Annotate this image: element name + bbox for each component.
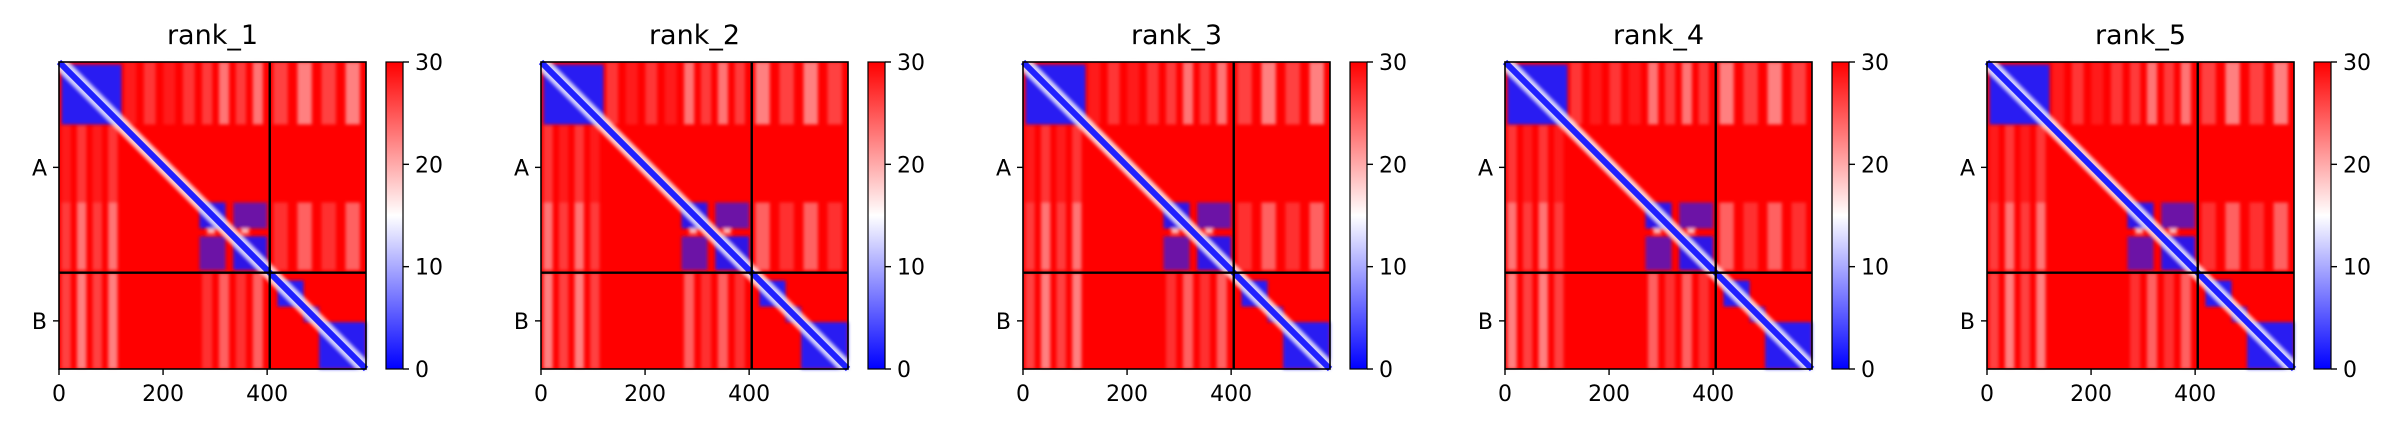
panel-rank_4: rank_4 A B 0 200 400 0 10 20 30 [1478,20,1889,407]
x-tick-label: 0 [534,382,548,407]
colorbar-tick-label: 0 [1861,358,1875,383]
y-tick-label: A [1478,156,1493,181]
colorbar-tick-label: 20 [415,153,443,178]
colorbar-tick-label: 10 [415,256,443,281]
colorbar-tick-label: 30 [415,51,443,76]
colorbar-tick-label: 10 [1861,256,1889,281]
panel-title: rank_1 [167,20,258,51]
pae-heatmap [1982,57,2299,374]
x-tick-label: 200 [142,382,184,407]
x-tick-label: 400 [246,382,288,407]
colorbar-tick-label: 30 [1861,51,1889,76]
colorbar-tick-label: 10 [897,256,925,281]
panel-title: rank_5 [2095,20,2186,51]
colorbar-tick-label: 0 [1379,358,1393,383]
colorbar [867,61,886,370]
colorbar-tick-label: 20 [2343,153,2371,178]
panel-rank_1: rank_1 A B 0 200 400 0 10 20 30 [32,20,443,407]
x-tick-label: 200 [1588,382,1630,407]
colorbar-tick-label: 20 [1861,153,1889,178]
x-tick-label: 0 [1498,382,1512,407]
colorbar-tick-label: 30 [897,51,925,76]
colorbar-tick-label: 0 [2343,358,2357,383]
x-tick-label: 400 [1692,382,1734,407]
panel-rank_5: rank_5 A B 0 200 400 0 10 20 30 [1960,20,2371,407]
panel-title: rank_2 [649,20,740,51]
colorbar-tick-label: 30 [2343,51,2371,76]
colorbar-tick-label: 10 [1379,256,1407,281]
colorbar [1349,61,1368,370]
y-tick-label: A [32,156,47,181]
pae-heatmap [1018,57,1335,374]
colorbar-tick-label: 0 [415,358,429,383]
pae-heatmap [54,57,371,374]
colorbar-tick-label: 0 [897,358,911,383]
y-tick-label: B [1478,310,1493,335]
panel-rank_2: rank_2 A B 0 200 400 0 10 20 30 [514,20,925,407]
colorbar [385,61,404,370]
y-tick-label: A [1960,156,1975,181]
panel-rank_3: rank_3 A B 0 200 400 0 10 20 30 [996,20,1407,407]
pae-heatmap [1500,57,1817,374]
panel-title: rank_3 [1131,20,1222,51]
x-tick-label: 400 [728,382,770,407]
x-tick-label: 0 [1016,382,1030,407]
y-tick-label: A [514,156,529,181]
x-tick-label: 0 [1980,382,1994,407]
x-tick-label: 200 [2070,382,2112,407]
x-tick-label: 0 [52,382,66,407]
panel-title: rank_4 [1613,20,1704,51]
colorbar [2313,61,2332,370]
x-tick-label: 400 [1210,382,1252,407]
colorbar-tick-label: 20 [1379,153,1407,178]
y-tick-label: B [514,310,529,335]
x-tick-label: 200 [1106,382,1148,407]
colorbar [1831,61,1850,370]
colorbar-tick-label: 30 [1379,51,1407,76]
y-tick-label: B [1960,310,1975,335]
colorbar-tick-label: 20 [897,153,925,178]
pae-heatmap [536,57,853,374]
colorbar-tick-label: 10 [2343,256,2371,281]
y-tick-label: A [996,156,1011,181]
x-tick-label: 400 [2174,382,2216,407]
y-tick-label: B [32,310,47,335]
y-tick-label: B [996,310,1011,335]
x-tick-label: 200 [624,382,666,407]
